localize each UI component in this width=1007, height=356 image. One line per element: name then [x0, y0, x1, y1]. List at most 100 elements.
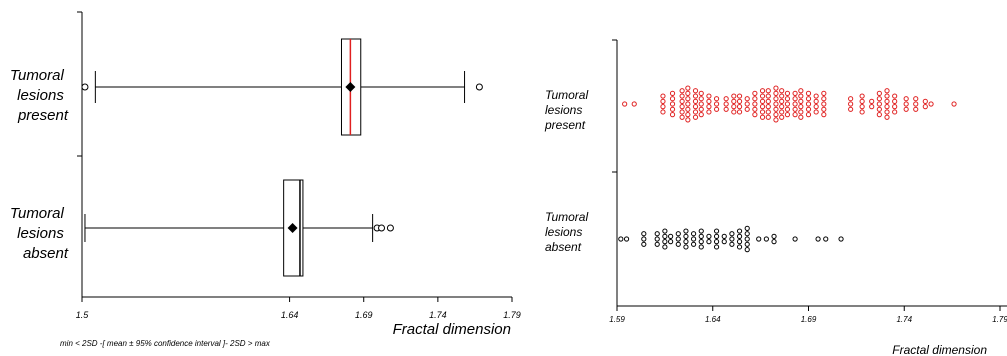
left-outlier-point: [386, 224, 394, 232]
right-x-tick-label: 1.59: [609, 315, 625, 324]
right-dot-point: [698, 244, 704, 250]
right-present-line2: lesions: [545, 103, 582, 117]
right-dot-point: [660, 93, 666, 99]
left-x-tick-label: 1.79: [503, 310, 521, 320]
right-dot-point: [618, 236, 624, 242]
right-dot-point: [813, 109, 819, 115]
right-dot-point: [784, 96, 791, 102]
right-dot-point: [706, 93, 712, 99]
right-dot-point: [691, 231, 697, 237]
right-absent-line1: Tumoral: [545, 210, 588, 224]
right-dot-point: [765, 93, 771, 99]
right-dot-point: [706, 233, 712, 239]
right-dot-point: [744, 236, 750, 242]
right-dot-point: [792, 236, 798, 242]
right-dot-point: [876, 90, 882, 97]
right-dot-point: [744, 231, 750, 237]
left-x-tick-label: 1.64: [281, 310, 299, 320]
right-category-label-present: Tumoral lesions present: [544, 88, 591, 132]
right-dot-point: [736, 98, 743, 104]
right-dot-point: [685, 90, 691, 97]
right-dot-point: [773, 117, 779, 123]
right-dot-point: [784, 90, 791, 97]
right-dot-point: [721, 239, 727, 245]
right-dot-point: [759, 109, 766, 115]
left-present-line3: present: [17, 107, 69, 124]
right-dot-point: [823, 236, 829, 242]
right-dot-point: [736, 93, 743, 99]
right-dot-point: [685, 96, 691, 102]
right-dot-point: [698, 239, 704, 245]
left-mean-diamond: [345, 82, 356, 92]
right-dot-point: [859, 93, 865, 99]
right-dot-point: [813, 98, 819, 104]
right-dot-point: [903, 96, 909, 102]
right-dot-point: [805, 112, 812, 118]
box-plot-caption: min < 2SD -[ mean ± 95% confidence inter…: [60, 339, 271, 348]
right-dot-point: [884, 88, 890, 94]
right-dot-point: [913, 96, 919, 102]
right-x-axis-label: Fractal dimension: [892, 343, 987, 356]
right-dot-point: [752, 106, 758, 112]
right-dot-point: [698, 233, 704, 239]
right-dot-point: [685, 117, 691, 123]
right-dot-point: [731, 93, 737, 99]
right-dot-point: [736, 239, 743, 245]
right-dot-point: [692, 104, 699, 110]
right-dot-point: [759, 104, 766, 110]
right-dot-point: [706, 109, 712, 115]
right-dot-point: [731, 109, 737, 115]
right-dot-point: [706, 239, 712, 245]
right-dot-point: [779, 114, 785, 120]
right-dot-point: [685, 112, 691, 118]
left-x-tick-label: 1.5: [76, 310, 90, 320]
right-dot-point: [773, 85, 779, 91]
right-dot-point: [779, 104, 785, 110]
right-dot-point: [821, 101, 827, 107]
right-dot-point: [721, 233, 727, 239]
right-dot-point: [876, 101, 882, 107]
right-dot-point: [698, 106, 704, 112]
right-dot-point: [723, 106, 729, 112]
right-dot-point: [668, 233, 674, 239]
right-dot-point: [683, 228, 689, 234]
left-x-tick-label: 1.74: [429, 310, 447, 320]
right-dot-point: [869, 104, 875, 110]
left-mean-diamond: [287, 223, 298, 233]
right-dot-point: [876, 112, 882, 118]
right-dot-point: [773, 112, 779, 118]
right-dot-point: [848, 96, 854, 102]
right-dot-point: [675, 231, 681, 237]
right-dot-point: [773, 90, 779, 97]
right-dot-point: [736, 109, 743, 115]
right-dot-point: [736, 233, 743, 239]
right-dot-point: [623, 236, 630, 242]
right-dot-point: [713, 239, 720, 245]
right-dot-point: [698, 228, 704, 234]
right-dot-point: [779, 88, 785, 94]
right-dot-point: [798, 98, 804, 104]
right-dot-point: [884, 109, 890, 115]
right-dot-point: [731, 98, 737, 104]
right-dot-point: [892, 109, 898, 115]
right-dot-point: [679, 104, 685, 110]
right-dot-point: [798, 109, 804, 115]
right-dot-point: [691, 241, 697, 247]
right-dot-point: [792, 90, 798, 97]
right-dot-point: [698, 101, 704, 107]
right-dot-point: [759, 98, 766, 104]
left-outlier-point: [378, 224, 386, 232]
right-dot-point: [876, 106, 882, 112]
right-absent-line3: absent: [545, 240, 582, 254]
right-dot-point: [765, 104, 771, 110]
right-dot-point: [884, 93, 890, 99]
right-dot-point: [723, 96, 729, 102]
right-dot-point: [773, 101, 779, 107]
right-dot-point: [723, 101, 729, 107]
right-dot-point: [892, 98, 898, 104]
right-dot-point: [692, 109, 699, 115]
right-dot-point: [679, 98, 685, 104]
right-dot-point: [691, 236, 697, 242]
right-dot-point: [805, 90, 812, 97]
